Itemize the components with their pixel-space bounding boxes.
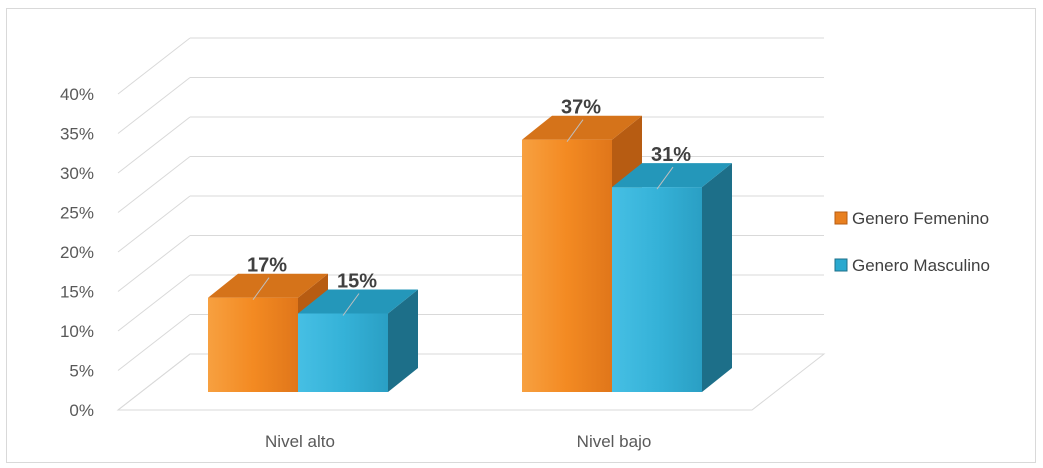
data-labels: 17% 15% 37% 31% xyxy=(247,97,691,293)
legend-swatch xyxy=(834,258,848,272)
gridline-side xyxy=(117,37,191,95)
y-tick-label: 5% xyxy=(69,362,94,381)
y-tick-label: 15% xyxy=(60,283,94,302)
y-tick-label: 40% xyxy=(60,85,94,104)
bar-top-face xyxy=(522,115,642,140)
gridline-side xyxy=(117,156,191,213)
data-label-leader xyxy=(252,277,270,300)
data-label: 31% xyxy=(651,144,691,166)
legend-swatch xyxy=(834,211,848,225)
gridline-side xyxy=(117,195,191,253)
y-tick-label: 35% xyxy=(60,125,94,144)
gridline-side xyxy=(117,116,191,174)
bar-front-face xyxy=(612,187,702,392)
bar-front-face xyxy=(298,313,388,392)
bars xyxy=(208,115,732,392)
legend-item: Genero Masculino xyxy=(834,256,990,275)
y-axis-ticks: 0% 5% 10% 15% 20% 25% 30% 35% 40% xyxy=(60,85,94,420)
bar-top-face xyxy=(298,289,418,314)
data-label-leader xyxy=(342,293,360,316)
data-label-leader xyxy=(566,119,584,142)
bar-side-face xyxy=(702,163,732,392)
gridline-side xyxy=(117,314,191,371)
y-tick-label: 20% xyxy=(60,243,94,262)
bar-front-face xyxy=(522,139,612,392)
gridline-side xyxy=(117,274,191,332)
bar-front-face xyxy=(208,297,298,392)
floor-outline xyxy=(116,353,826,411)
gridline-side xyxy=(117,235,191,292)
bar-side-face xyxy=(388,289,418,392)
bar-top-face xyxy=(208,273,328,298)
y-tick-label: 25% xyxy=(60,204,94,223)
y-tick-label: 30% xyxy=(60,164,94,183)
chart-floor xyxy=(116,353,826,411)
bar-masculino xyxy=(612,163,732,392)
bar-masculino xyxy=(298,289,418,392)
bar-top-face xyxy=(612,163,732,188)
x-category-label: Nivel alto xyxy=(265,432,335,451)
gridline-side xyxy=(117,77,191,134)
y-tick-label: 0% xyxy=(69,401,94,420)
legend: Genero Femenino Genero Masculino xyxy=(834,209,990,275)
x-axis-categories: Nivel alto Nivel bajo xyxy=(265,432,651,451)
x-category-label: Nivel bajo xyxy=(577,432,652,451)
data-label: 15% xyxy=(337,271,377,293)
legend-label: Genero Masculino xyxy=(852,256,990,275)
y-tick-label: 10% xyxy=(60,322,94,341)
legend-item: Genero Femenino xyxy=(834,209,989,228)
data-label: 17% xyxy=(247,255,287,277)
legend-label: Genero Femenino xyxy=(852,209,989,228)
data-label-leader xyxy=(656,166,674,190)
data-label: 37% xyxy=(561,97,601,119)
